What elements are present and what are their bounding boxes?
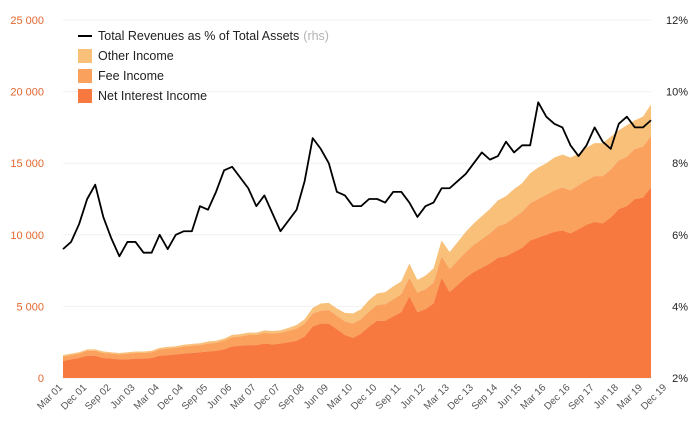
x-tick-label: Dec 01	[59, 382, 89, 412]
left-tick-label: 0	[38, 373, 44, 385]
x-tick-label: Sep 17	[567, 382, 597, 412]
right-tick-label: 6%	[672, 230, 688, 242]
legend-item-fee-income: Fee Income	[78, 66, 329, 86]
legend-swatch-other	[78, 49, 92, 63]
x-tick-label: Dec 10	[349, 382, 379, 412]
legend-item-other-income: Other Income	[78, 46, 329, 66]
left-tick-label: 5 000	[16, 301, 44, 313]
legend-label-other-income: Other Income	[98, 49, 174, 63]
x-tick-label: Dec 07	[252, 382, 282, 412]
legend-swatch-nii	[78, 89, 92, 103]
revenue-ratio-line	[62, 101, 652, 258]
legend-swatch-fee	[78, 69, 92, 83]
legend-item-net-interest-income: Net Interest Income	[78, 86, 329, 106]
right-axis-ticks: 2% 4% 6% 8% 10% 12%	[666, 15, 688, 385]
series-total-revenues-pct	[62, 101, 652, 258]
x-tick-label: Sep 11	[374, 382, 404, 412]
legend-label-fee-income: Fee Income	[98, 69, 165, 83]
x-tick-label: Dec 19	[639, 382, 669, 412]
left-tick-label: 25 000	[10, 15, 44, 27]
left-tick-label: 10 000	[10, 230, 44, 242]
right-tick-label: 4%	[672, 301, 688, 313]
left-axis-ticks: 0 5 000 10 000 15 000 20 000 25 000	[10, 15, 44, 385]
right-tick-label: 12%	[666, 15, 688, 27]
right-tick-label: 10%	[666, 87, 688, 99]
stacked-areas	[63, 104, 651, 378]
x-tick-label: Sep 08	[277, 382, 307, 412]
left-tick-label: 15 000	[10, 158, 44, 170]
legend-label-net-interest-income: Net Interest Income	[98, 89, 208, 103]
legend: Total Revenues as % of Total Assets (rhs…	[78, 26, 329, 106]
legend-label-revenue-line: Total Revenues as % of Total Assets	[98, 29, 300, 43]
right-tick-label: 2%	[672, 373, 688, 385]
right-tick-label: 8%	[672, 158, 688, 170]
left-tick-label: 20 000	[10, 87, 44, 99]
x-tick-label: Dec 13	[446, 382, 476, 412]
legend-rhs-note: (rhs)	[303, 29, 329, 43]
x-tick-label: Dec 16	[542, 382, 572, 412]
area-net-interest-income	[63, 187, 651, 378]
x-tick-label: Sep 05	[180, 382, 210, 412]
legend-item-revenue-line: Total Revenues as % of Total Assets (rhs…	[78, 26, 329, 46]
x-tick-label: Sep 14	[470, 382, 500, 412]
legend-line-swatch	[78, 35, 92, 37]
x-tick-label: Dec 04	[156, 382, 186, 412]
x-tick-label: Sep 02	[83, 382, 113, 412]
